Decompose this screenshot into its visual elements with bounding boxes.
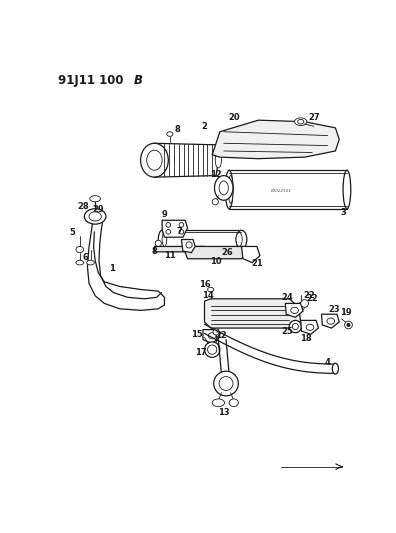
Ellipse shape — [87, 260, 94, 265]
Ellipse shape — [214, 371, 238, 396]
Ellipse shape — [208, 333, 216, 339]
Ellipse shape — [345, 321, 352, 329]
Ellipse shape — [166, 230, 171, 234]
Text: E0022501: E0022501 — [271, 189, 292, 193]
Ellipse shape — [141, 143, 168, 177]
Polygon shape — [229, 170, 347, 209]
Polygon shape — [185, 246, 247, 259]
Ellipse shape — [186, 242, 192, 248]
Ellipse shape — [301, 300, 308, 308]
Ellipse shape — [162, 232, 167, 246]
Text: 24: 24 — [282, 293, 293, 302]
Text: 8: 8 — [152, 247, 157, 255]
Text: 22: 22 — [303, 291, 315, 300]
Ellipse shape — [228, 175, 233, 203]
Text: 25: 25 — [282, 327, 293, 336]
Ellipse shape — [204, 342, 220, 357]
Polygon shape — [154, 246, 207, 252]
Ellipse shape — [219, 377, 233, 391]
Ellipse shape — [166, 223, 171, 227]
Ellipse shape — [76, 260, 84, 265]
Ellipse shape — [215, 152, 221, 168]
Ellipse shape — [179, 223, 184, 227]
Text: 29: 29 — [92, 205, 104, 214]
Text: 13: 13 — [218, 408, 230, 417]
Text: 11: 11 — [164, 251, 176, 260]
Ellipse shape — [343, 170, 351, 209]
Polygon shape — [181, 239, 195, 253]
Text: 27: 27 — [308, 112, 320, 122]
Polygon shape — [301, 320, 318, 334]
Polygon shape — [286, 303, 303, 317]
Text: 21: 21 — [251, 259, 263, 268]
Ellipse shape — [347, 324, 350, 327]
Text: 8: 8 — [175, 125, 181, 134]
Ellipse shape — [179, 230, 184, 234]
Text: 17: 17 — [195, 348, 206, 357]
Ellipse shape — [297, 303, 305, 310]
Ellipse shape — [213, 329, 219, 335]
Ellipse shape — [208, 345, 217, 354]
Ellipse shape — [208, 287, 214, 292]
Text: 23: 23 — [328, 305, 340, 314]
Polygon shape — [203, 329, 220, 343]
Polygon shape — [212, 120, 339, 159]
Text: B: B — [134, 74, 143, 87]
Ellipse shape — [295, 118, 307, 126]
Ellipse shape — [212, 399, 225, 407]
Ellipse shape — [215, 175, 233, 200]
Ellipse shape — [298, 119, 304, 124]
Text: 10: 10 — [210, 257, 222, 266]
Ellipse shape — [76, 246, 84, 253]
Text: 12: 12 — [210, 169, 222, 179]
Text: 26: 26 — [222, 248, 234, 257]
Text: 3: 3 — [340, 208, 346, 217]
Text: 2: 2 — [202, 122, 208, 131]
Text: 4: 4 — [325, 358, 331, 367]
Ellipse shape — [236, 230, 247, 249]
Polygon shape — [162, 220, 188, 237]
Ellipse shape — [306, 324, 314, 330]
Ellipse shape — [236, 232, 242, 246]
Text: 15: 15 — [191, 330, 203, 339]
Ellipse shape — [219, 181, 228, 195]
Text: 7: 7 — [177, 227, 183, 236]
Text: 6: 6 — [82, 253, 88, 262]
Text: 91J11 100: 91J11 100 — [58, 74, 124, 87]
Ellipse shape — [167, 132, 173, 136]
Text: 19: 19 — [340, 308, 351, 317]
Ellipse shape — [84, 209, 106, 224]
Ellipse shape — [212, 199, 218, 205]
Polygon shape — [242, 246, 260, 263]
Ellipse shape — [291, 308, 299, 313]
Ellipse shape — [89, 212, 101, 221]
Ellipse shape — [289, 320, 301, 333]
Text: 28: 28 — [77, 202, 89, 211]
Polygon shape — [204, 299, 301, 328]
Text: 18: 18 — [300, 334, 312, 343]
Text: 22: 22 — [215, 332, 227, 340]
Ellipse shape — [90, 196, 101, 202]
Ellipse shape — [155, 240, 162, 246]
Ellipse shape — [147, 150, 162, 170]
Text: 14: 14 — [202, 291, 214, 300]
Polygon shape — [322, 314, 339, 328]
Ellipse shape — [158, 230, 166, 249]
Text: 22: 22 — [307, 294, 318, 303]
Text: 16: 16 — [199, 280, 210, 289]
Text: 20: 20 — [228, 112, 240, 122]
Ellipse shape — [292, 324, 299, 329]
Text: 9: 9 — [162, 209, 168, 219]
Ellipse shape — [229, 399, 238, 407]
Text: 1: 1 — [109, 263, 115, 272]
Ellipse shape — [327, 318, 335, 324]
Ellipse shape — [225, 170, 233, 209]
Ellipse shape — [332, 364, 339, 374]
Text: 5: 5 — [69, 228, 75, 237]
